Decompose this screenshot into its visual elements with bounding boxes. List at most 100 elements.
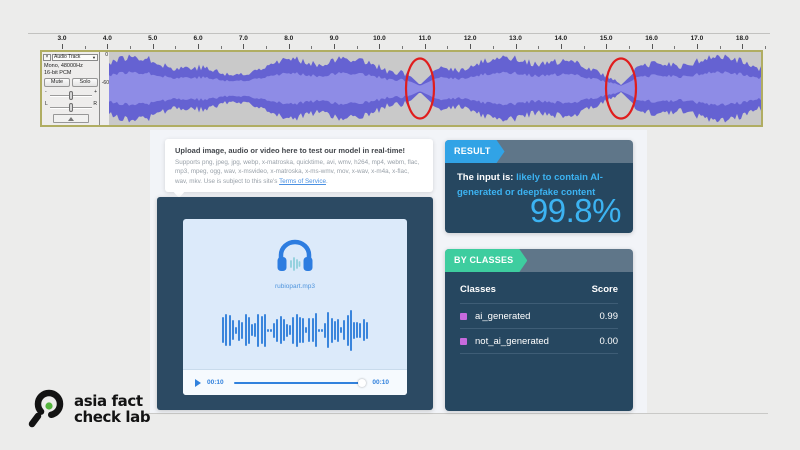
timeline-tick-label: 3.0 [57,35,67,42]
timeline-tick-label: 17.0 [690,35,704,42]
timeline-major-tick [560,44,562,49]
play-button[interactable] [195,378,201,387]
mute-button[interactable]: Mute [44,78,70,87]
player-waveform-bar [311,318,314,342]
timeline-minor-tick [175,46,177,49]
logo-text: asia fact check lab [74,393,151,426]
timeline-minor-tick [356,46,358,49]
solo-button[interactable]: Solo [72,78,98,87]
class-score: 0.99 [599,310,619,322]
timeline-major-tick [606,44,608,49]
timeline-minor-tick [628,46,630,49]
track-menu-label: Audio Track [54,53,81,60]
track-close-button[interactable]: × [43,53,51,61]
audio-player-card: rubiopart.mp3 00:10 00:10 [183,219,407,395]
terms-of-service-link[interactable]: Terms of Service [279,177,326,185]
top-separator-line [28,33,770,34]
timeline-tick-label: 8.0 [284,35,294,42]
timeline-tick-label: 16.0 [645,35,658,42]
duration-time: 00:10 [372,379,389,386]
player-waveform-bar [305,327,308,333]
collapse-arrow-icon [68,117,74,121]
player-waveform-bar [279,316,282,344]
player-waveform-bar [333,320,336,340]
player-waveform-bar [266,328,269,332]
timeline-tick-label: 18.0 [735,35,749,42]
sentence-period: . [325,177,328,185]
progress-knob[interactable] [358,378,367,387]
timeline-major-tick [107,44,109,49]
player-waveform-bar [362,319,365,341]
timeline-major-tick [515,44,517,49]
timeline-tick-label: 12.0 [463,35,477,42]
player-waveform-bar [247,316,250,344]
timeline-tick-label: 14.0 [554,35,568,42]
timeline-major-tick [288,44,290,49]
timeline-minor-tick [492,46,494,49]
timeline-minor-tick [130,46,132,49]
timeline-ruler[interactable]: 3.0 4.0 5.0 6.0 7.0 8.0 9.0 10.0 11.0 12.0 13.0 14.… [0,34,800,50]
result-panel-header: RESULT [445,140,633,163]
track-bitdepth-info: 16-bit PCM [44,70,72,76]
by-classes-panel-header: BY CLASSES [445,249,633,272]
class-label: not_ai_generated [475,335,549,347]
by-classes-panel: BY CLASSES Classes Score ai_generated 0.9… [445,249,633,411]
track-collapse-button[interactable] [53,114,89,123]
timeline-tick-label: 13.0 [509,35,522,42]
player-waveform-bar [327,312,330,348]
track-menu-dropdown[interactable]: Audio Track ▼ [52,53,98,61]
player-waveform-bar [308,318,311,342]
player-waveform-bar [337,318,340,342]
gain-slider[interactable]: - + [44,89,98,100]
classes-table-header: Classes Score [460,281,618,304]
waveform-area[interactable] [109,52,761,125]
asia-fact-check-lab-logo: asia fact check lab [27,386,151,434]
player-waveform-bar [225,314,228,346]
tooltip-tail [172,190,186,198]
by-classes-tag: BY CLASSES [445,249,527,272]
player-waveform-bar [228,314,231,346]
chevron-down-icon: ▼ [92,54,96,60]
gain-slider-thumb[interactable] [69,91,73,100]
track-format-info: Mono, 48000Hz [44,63,83,69]
timeline-tick-label: 11.0 [418,35,431,42]
timeline-major-tick [696,44,698,49]
result-statement: The input is: likely to contain AI-gener… [445,163,633,208]
timeline-tick-label: 10.0 [373,35,386,42]
timeline-minor-tick [266,46,268,49]
pan-slider[interactable]: L R [44,101,98,112]
timeline-major-tick [742,44,744,49]
timeline-major-tick [152,44,154,49]
timeline-minor-tick [447,46,449,49]
timeline-tick-label: 7.0 [238,35,248,42]
timeline-major-tick [334,44,336,49]
classes-table: Classes Score ai_generated 0.99 not_ai_gen… [445,272,633,354]
timeline-minor-tick [674,46,676,49]
timeline-tick-label: 6.0 [193,35,203,42]
pan-slider-thumb[interactable] [69,103,73,112]
player-waveform-bar [222,317,225,343]
timeline-major-tick [62,44,63,49]
upload-supported-formats: Supports png, jpeg, jpg, webp, x-matrosk… [175,158,423,186]
gain-max-label: + [94,89,97,95]
timeline-major-tick [424,44,426,49]
player-waveform-bar [250,324,253,336]
timeline-major-tick [379,44,381,49]
timeline-minor-tick [583,46,585,49]
timeline-minor-tick [402,46,404,49]
timeline-tick-label: 15.0 [599,35,613,42]
timeline-tick-label: 4.0 [102,35,112,42]
headphones-icon [277,239,313,271]
player-waveform-bar [276,318,279,342]
player-waveform-bar [301,317,304,343]
class-row: not_ai_generated 0.00 [460,329,618,354]
progress-bar[interactable] [233,378,367,387]
logo-line-2: check lab [74,408,151,426]
annotation-ellipse [604,57,638,120]
timeline-major-tick [198,44,200,49]
bottom-separator-line [148,413,768,414]
supported-formats-text: Supports png, jpeg, jpg, webp, x-matrosk… [175,159,420,185]
player-waveform-bar [330,317,333,343]
player-waveform-bar [365,321,368,339]
player-waveform-bar [298,317,301,343]
